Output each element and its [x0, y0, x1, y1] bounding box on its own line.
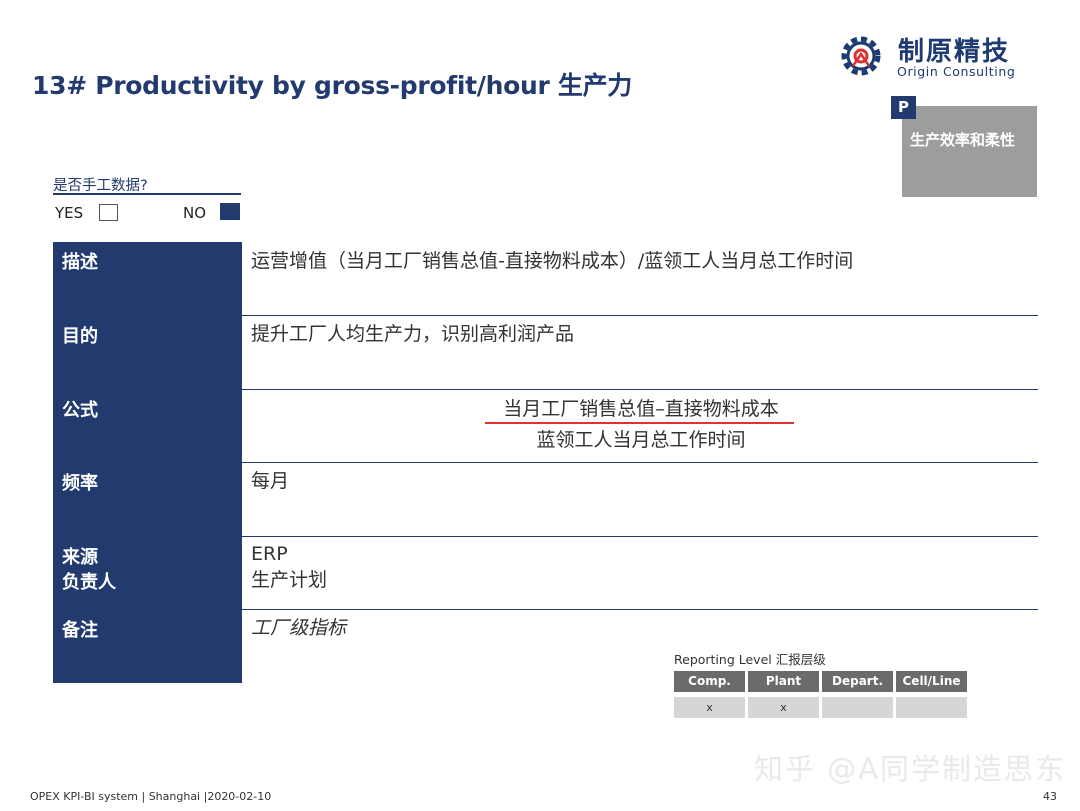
category-letter: P: [891, 96, 916, 119]
reporting-cell-depart: [822, 697, 893, 718]
row-label-source-owner: 来源 负责人: [53, 537, 242, 610]
logo-name: 制原精技: [898, 37, 1011, 67]
row-divider: [53, 609, 1038, 610]
reporting-cell-cell-line: [896, 697, 967, 718]
reporting-cell-plant: x: [748, 697, 819, 718]
row-value-remark: 工厂级指标: [251, 617, 347, 639]
row-label-frequency: 频率: [53, 463, 242, 536]
row-value-source-owner: ERP 生产计划: [251, 541, 327, 593]
formula-numerator: 当月工厂销售总值–直接物料成本: [503, 398, 779, 420]
no-label: NO: [183, 204, 207, 222]
reporting-level-title: Reporting Level 汇报层级: [674, 652, 826, 667]
reporting-header-depart: Depart.: [822, 671, 893, 692]
manual-data-question: 是否手工数据?: [53, 178, 148, 194]
footer-text: OPEX KPI-BI system | Shanghai |2020-02-1…: [30, 790, 272, 803]
fraction-bar: [485, 422, 794, 424]
reporting-cell-comp: x: [674, 697, 745, 718]
row-label-formula: 公式: [53, 390, 242, 463]
row-divider: [53, 536, 1038, 537]
row-label-purpose: 目的: [53, 316, 242, 389]
row-label-remark: 备注: [53, 610, 242, 683]
logo-subtitle: Origin Consulting: [897, 64, 1016, 79]
no-checkbox-checked[interactable]: [220, 203, 240, 220]
category-box: [902, 106, 1037, 197]
value-owner: 生产计划: [251, 569, 328, 591]
label-owner: 负责人: [62, 572, 116, 593]
row-value-frequency: 每月: [251, 470, 290, 492]
reporting-header-cell-line: Cell/Line: [896, 671, 967, 692]
row-divider: [53, 389, 1038, 390]
reporting-header-comp: Comp.: [674, 671, 745, 692]
row-value-description: 运营增值（当月工厂销售总值-直接物料成本）/蓝领工人当月总工作时间: [251, 250, 854, 272]
row-label-description: 描述: [53, 242, 242, 315]
reporting-header-plant: Plant: [748, 671, 819, 692]
question-underline: [53, 193, 241, 195]
row-value-purpose: 提升工厂人均生产力，识别高利润产品: [251, 323, 575, 345]
label-source: 来源: [62, 547, 98, 568]
page-number: 43: [1043, 790, 1057, 803]
yes-checkbox[interactable]: [99, 204, 118, 221]
formula-denominator: 蓝领工人当月总工作时间: [536, 429, 746, 451]
page-title: 13# Productivity by gross-profit/hour 生产…: [32, 71, 632, 100]
gear-logo-icon: [841, 36, 881, 76]
yes-label: YES: [55, 204, 84, 222]
category-label: 生产效率和柔性: [910, 131, 1016, 149]
row-divider: [53, 462, 1038, 463]
value-source: ERP: [251, 543, 288, 565]
watermark: 知乎 @A同学制造思东: [754, 752, 1067, 786]
row-divider: [53, 315, 1038, 316]
